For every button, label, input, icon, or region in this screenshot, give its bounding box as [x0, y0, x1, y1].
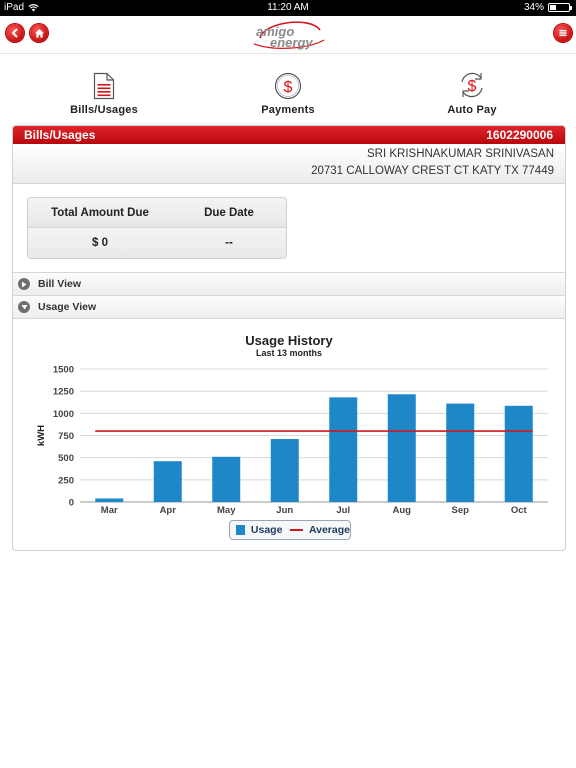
- amigo-energy-logo: amigo energy: [253, 21, 325, 50]
- legend-average-swatch: [290, 529, 303, 531]
- home-icon: [34, 28, 44, 38]
- status-right: 34%: [523, 2, 572, 13]
- chart-bar: [329, 397, 358, 502]
- chart-canvas: 0 250 500 750 1000 1250 1500 kWH Mar Apr May Jun Jul…: [36, 365, 548, 516]
- svg-text:$: $: [284, 79, 293, 96]
- y-axis-label: kWH: [36, 425, 47, 446]
- nav-auto-pay[interactable]: $ Auto Pay: [412, 70, 532, 116]
- total-amount-due-value: $ 0: [92, 237, 108, 249]
- back-button[interactable]: [6, 24, 24, 42]
- x-tick-label: Mar: [101, 505, 118, 516]
- back-arrow-icon: [12, 28, 18, 38]
- service-address: 20731 CALLOWAY CREST CT KATY TX 77449: [311, 165, 554, 177]
- y-tick-label: 1500: [53, 365, 74, 376]
- y-tick-label: 1000: [53, 409, 74, 420]
- legend-usage-label: Usage: [250, 524, 283, 536]
- chart-bar: [446, 403, 475, 502]
- usage-history-chart: Usage History Last 13 months 0 250 500 750 1…: [13, 318, 565, 550]
- x-tick-label: May: [217, 505, 236, 516]
- device-name: iPad: [4, 2, 25, 13]
- bills-usages-panel: Bills/Usages 1602290006 SRI KRISHNAKUMAR…: [12, 125, 566, 551]
- status-left: iPad: [4, 2, 39, 13]
- y-tick-label: 250: [58, 475, 74, 486]
- status-time: 11:20 AM: [267, 2, 309, 13]
- bill-view-label: Bill View: [38, 278, 81, 290]
- x-tick-label: Sep: [452, 505, 470, 516]
- legend-usage-swatch: [236, 525, 245, 535]
- amount-due-header-row: Total Amount Due Due Date: [28, 198, 286, 228]
- logo-text-energy: energy: [270, 35, 313, 50]
- total-amount-due-label: Total Amount Due: [51, 206, 149, 219]
- nav-auto-pay-label: Auto Pay: [447, 104, 497, 116]
- dollar-icon: $: [274, 72, 302, 100]
- y-tick-label: 1250: [53, 387, 74, 398]
- account-info: SRI KRISHNAKUMAR SRINIVASAN 20731 CALLOW…: [13, 144, 565, 184]
- amount-due-value-row: $ 0 --: [28, 228, 286, 258]
- y-tick-label: 0: [69, 498, 74, 509]
- usage-view-section[interactable]: Usage View: [13, 295, 565, 318]
- x-tick-label: Jul: [336, 505, 350, 516]
- svg-text:$: $: [468, 78, 477, 95]
- amount-due-table: Total Amount Due Due Date $ 0 --: [27, 197, 287, 259]
- wifi-icon: [28, 4, 39, 12]
- y-tick-label: 750: [58, 431, 74, 442]
- nav-bills-usages[interactable]: Bills/Usages: [44, 70, 164, 116]
- chart-bar: [212, 456, 241, 502]
- chart-subtitle: Last 13 months: [255, 348, 322, 358]
- legend-average-label: Average: [308, 524, 350, 536]
- chart-bar: [95, 498, 124, 502]
- logo-text-amigo: amigo: [256, 24, 294, 39]
- due-date-label: Due Date: [204, 206, 254, 219]
- app-header: amigo energy: [0, 16, 576, 54]
- due-date-value: --: [225, 237, 233, 249]
- nav-payments-label: Payments: [261, 104, 315, 116]
- chart-bar: [270, 439, 299, 502]
- y-tick-label: 500: [58, 453, 74, 464]
- chart-bar: [153, 461, 182, 502]
- chart-bar: [504, 405, 533, 502]
- customer-name: SRI KRISHNAKUMAR SRINIVASAN: [366, 148, 554, 160]
- nav-payments[interactable]: $ Payments: [228, 70, 348, 116]
- x-tick-label: Apr: [160, 505, 177, 516]
- chart-legend: Usage Average: [229, 520, 351, 540]
- home-button[interactable]: [30, 24, 48, 42]
- autopay-icon: $: [461, 72, 483, 98]
- chart-title: Usage History: [245, 333, 333, 348]
- x-tick-label: Oct: [511, 505, 528, 516]
- menu-button[interactable]: [554, 24, 572, 42]
- account-number: 1602290006: [486, 128, 553, 142]
- bill-view-section[interactable]: Bill View: [13, 272, 565, 295]
- main-nav: Bills/Usages $ Payments $ Auto Pay: [0, 70, 576, 120]
- document-icon: [93, 72, 115, 100]
- x-tick-label: Jun: [276, 505, 293, 516]
- status-bar: iPad 11:20 AM 34%: [0, 0, 576, 16]
- menu-icon: [559, 30, 567, 36]
- x-tick-label: Aug: [393, 505, 412, 516]
- nav-bills-usages-label: Bills/Usages: [70, 104, 138, 116]
- expand-right-icon: [18, 278, 30, 290]
- battery-icon: [548, 3, 572, 12]
- panel-title: Bills/Usages: [24, 128, 96, 142]
- panel-header: Bills/Usages 1602290006: [13, 126, 565, 144]
- expand-down-icon: [18, 301, 30, 313]
- battery-percent: 34%: [523, 2, 544, 13]
- chart-bar: [387, 394, 416, 502]
- usage-view-label: Usage View: [38, 301, 97, 313]
